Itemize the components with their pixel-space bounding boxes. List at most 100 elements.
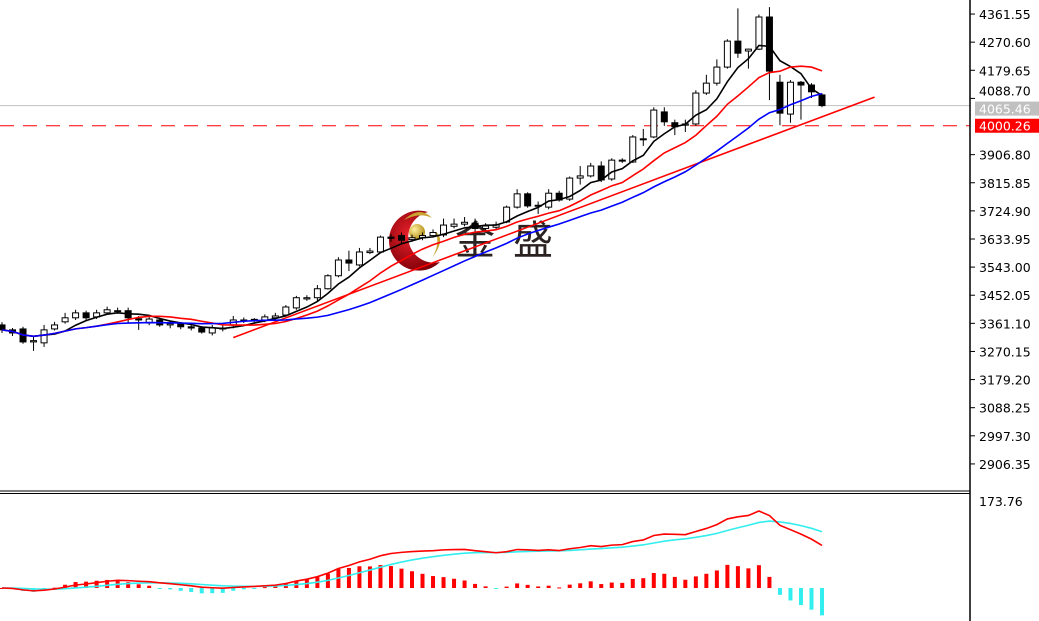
macd-histogram-bar: [767, 576, 772, 588]
y-tick-label: 3088.25: [979, 401, 1031, 416]
candle-body-bull: [650, 109, 658, 138]
macd-histogram-bar: [220, 588, 225, 593]
candle: [124, 307, 132, 324]
macd-histogram-bar: [105, 579, 110, 588]
candle: [397, 232, 405, 244]
trendline[interactable]: [233, 96, 875, 339]
candle: [61, 312, 69, 324]
macd-histogram-bar: [462, 580, 467, 588]
y-tick-label: 3452.05: [979, 288, 1031, 303]
candle-body-bull: [587, 165, 595, 177]
macd-histogram-bar: [641, 578, 646, 588]
y-tick-label: 3633.95: [979, 232, 1031, 247]
candle-body-bull: [482, 225, 490, 229]
macd-histogram-bar: [231, 588, 236, 591]
logo-crescent-icon: [388, 210, 440, 271]
candle: [30, 336, 38, 351]
candle: [334, 257, 342, 278]
ma-10-line: [1, 65, 823, 338]
candle-body-bear: [82, 312, 90, 319]
macd-histogram-bar: [367, 566, 372, 588]
macd-histogram-bar: [431, 576, 436, 588]
candle-body-bull: [450, 223, 458, 227]
candle: [524, 192, 532, 208]
candle: [639, 128, 647, 146]
macd-histogram-bar: [704, 573, 709, 588]
candle: [40, 324, 48, 347]
macd-histogram-bar: [693, 576, 698, 588]
candle: [776, 74, 784, 126]
candle-body-bull: [429, 231, 437, 237]
y-tick-label: 4270.60: [979, 35, 1031, 50]
macd-histogram-bar: [241, 588, 246, 590]
macd-histogram-bar: [94, 580, 99, 588]
candle-body-bull: [208, 327, 216, 334]
candle-body-bull: [166, 323, 174, 326]
candle-body-bull: [408, 237, 416, 241]
candle: [355, 247, 363, 267]
candle: [429, 229, 437, 238]
candle-body-bull: [292, 297, 300, 309]
candle-body-bear: [734, 40, 742, 54]
candle: [545, 189, 553, 210]
macd-histogram-bar: [588, 581, 593, 588]
candle: [650, 107, 658, 139]
macd-histogram-bar: [157, 588, 162, 589]
y-tick-label: 3270.15: [979, 344, 1031, 359]
candle: [366, 247, 374, 255]
current-price-label: 4065.46: [979, 102, 1031, 117]
macd-histogram-bar: [262, 587, 267, 589]
macd-axis-max-label: 173.76: [979, 494, 1023, 509]
candle-body-bull: [313, 288, 321, 299]
macd-histogram-bar: [756, 565, 761, 588]
macd-histogram-bar: [557, 587, 562, 589]
candle-body-bear: [187, 326, 195, 329]
candle-body-bear: [765, 16, 773, 72]
candle-body-bull: [303, 297, 311, 300]
candle-body-bear: [345, 259, 353, 264]
macd-histogram-bar: [788, 588, 793, 601]
candle-body-bull: [566, 177, 574, 200]
candle: [208, 324, 216, 336]
macd-histogram-bar: [210, 588, 215, 594]
macd-histogram-bar: [168, 588, 173, 590]
y-tick-label: 3361.10: [979, 316, 1031, 331]
candle: [292, 295, 300, 310]
candle: [608, 158, 616, 181]
candle: [376, 235, 384, 254]
watermark-logo: 金盛: [388, 210, 571, 271]
macd-histogram-bar: [798, 588, 803, 606]
macd-histogram-bar: [609, 582, 614, 588]
macd-histogram-bar: [662, 573, 667, 588]
candle-body-bull: [513, 193, 521, 208]
candle-body-bull: [702, 82, 710, 94]
y-tick-label: 2997.30: [979, 429, 1031, 444]
candle: [450, 218, 458, 229]
candle-body-bull: [639, 138, 647, 141]
candle-body-bear: [198, 327, 206, 333]
macd-histogram-bar: [126, 582, 131, 588]
candle: [713, 59, 721, 86]
y-tick-label: 3815.85: [979, 176, 1031, 191]
macd-signal-line: [1, 520, 823, 590]
macd-histogram-bar: [473, 583, 478, 588]
candle-body-bull: [608, 159, 616, 180]
candle: [387, 234, 395, 242]
candle-body-bear: [818, 94, 826, 107]
ma-5-line: [1, 44, 823, 338]
candle-body-bull: [355, 251, 363, 266]
candle-body-bull: [114, 310, 122, 313]
logo-text: 金盛: [455, 218, 571, 264]
macd-histogram-bar: [378, 565, 383, 588]
candle-body-bull: [61, 317, 69, 323]
macd-histogram-bar: [452, 578, 457, 588]
macd-histogram-bar: [820, 588, 824, 616]
y-tick-label: 3179.20: [979, 373, 1031, 388]
macd-histogram-bar: [683, 579, 688, 588]
macd-histogram-bar: [746, 568, 751, 588]
level-line-label: 4000.26: [979, 119, 1031, 134]
candle: [587, 162, 595, 178]
macd-histogram-bar: [84, 581, 89, 588]
